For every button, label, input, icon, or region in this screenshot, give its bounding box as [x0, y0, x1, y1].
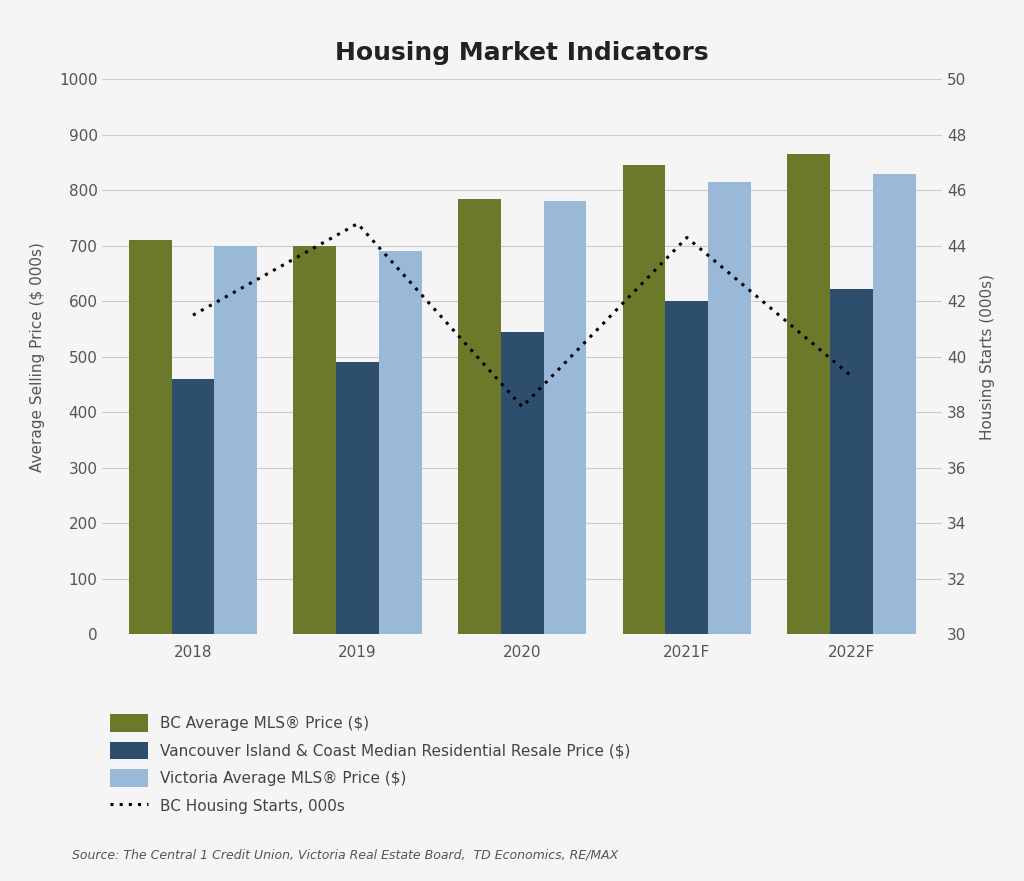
Text: Source: The Central 1 Credit Union, Victoria Real Estate Board,  TD Economics, R: Source: The Central 1 Credit Union, Vict… — [72, 848, 617, 862]
Bar — [666, 301, 709, 634]
Bar — [623, 166, 666, 634]
Bar — [336, 362, 379, 634]
Bar — [787, 154, 830, 634]
Bar — [872, 174, 915, 634]
Bar — [830, 289, 872, 634]
Title: Housing Market Indicators: Housing Market Indicators — [336, 41, 709, 65]
Bar — [294, 246, 336, 634]
Bar — [544, 202, 587, 634]
Bar — [129, 241, 172, 634]
Bar — [501, 332, 544, 634]
Y-axis label: Average Selling Price ($ 000s): Average Selling Price ($ 000s) — [30, 242, 45, 471]
Bar — [379, 251, 422, 634]
Bar — [458, 198, 501, 634]
Bar — [214, 246, 257, 634]
Y-axis label: Housing Starts (000s): Housing Starts (000s) — [980, 274, 995, 440]
Bar — [709, 182, 751, 634]
Legend: BC Average MLS® Price ($), Vancouver Island & Coast Median Residential Resale Pr: BC Average MLS® Price ($), Vancouver Isl… — [110, 714, 631, 815]
Bar — [172, 379, 214, 634]
